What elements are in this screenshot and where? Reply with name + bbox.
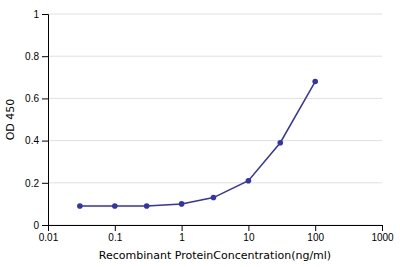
grid-line xyxy=(48,140,382,141)
line xyxy=(80,82,315,206)
x-tick-mark xyxy=(248,225,249,231)
x-tick-label: 10 xyxy=(243,232,255,243)
series xyxy=(77,79,318,209)
x-tick: 0.01 xyxy=(39,225,59,243)
x-tick-mark xyxy=(315,225,316,231)
y-tick: 0.8 xyxy=(25,51,48,62)
x-tick: 10 xyxy=(243,225,255,243)
y-tick-mark xyxy=(42,183,48,184)
grid-line xyxy=(48,56,382,57)
point xyxy=(112,203,118,209)
y-tick-label: 0.6 xyxy=(25,93,39,104)
y-tick-mark xyxy=(42,56,48,57)
y-tick: 0.2 xyxy=(25,178,48,189)
point xyxy=(211,195,217,201)
x-axis-line xyxy=(49,226,383,232)
grid-line xyxy=(48,98,382,99)
y-tick: 0.6 xyxy=(25,93,48,104)
y-axis: 0 0.2 0.4 0.6 0.8 1 xyxy=(25,9,48,231)
y-tick: 1 xyxy=(33,9,48,20)
point xyxy=(277,140,283,146)
point xyxy=(77,203,83,209)
y-axis-line xyxy=(42,15,49,226)
x-tick-label: 1 xyxy=(179,232,185,243)
x-tick-label: 0.1 xyxy=(108,232,122,243)
grid-line xyxy=(48,182,382,183)
y-tick: 0 xyxy=(33,220,48,231)
plot: 0.01 0.1 1 10 100 1000 0 0.2 0.4 0.6 0.8 1 xyxy=(25,9,394,243)
x-tick: 100 xyxy=(307,225,324,243)
y-tick-label: 0.4 xyxy=(25,135,39,146)
x-tick-mark xyxy=(182,225,183,231)
y-tick-label: 0 xyxy=(33,220,39,231)
grid xyxy=(48,14,382,225)
y-tick-mark xyxy=(42,14,48,15)
y-tick-label: 0.2 xyxy=(25,178,39,189)
x-tick: 0.1 xyxy=(108,225,122,243)
x-tick-mark xyxy=(382,225,383,231)
y-tick-mark xyxy=(42,98,48,99)
y-tick: 0.4 xyxy=(25,135,48,146)
point xyxy=(312,79,318,85)
y-tick-mark xyxy=(42,141,48,142)
point xyxy=(144,203,150,209)
point xyxy=(246,178,252,184)
x-tick-label: 100 xyxy=(307,232,324,243)
grid-line xyxy=(48,14,382,15)
x-tick-label: 0.01 xyxy=(39,232,59,243)
point xyxy=(179,201,185,207)
x-axis-title: Recombinant ProteinConcentration(ng/ml) xyxy=(99,249,331,262)
x-tick: 1 xyxy=(179,225,185,243)
y-tick-mark xyxy=(42,225,48,226)
x-tick-mark xyxy=(115,225,116,231)
chart: 0.01 0.1 1 10 100 1000 0 0.2 0.4 0.6 0.8 1 Recombina… xyxy=(0,0,400,267)
x-axis: 0.01 0.1 1 10 100 1000 xyxy=(39,225,394,243)
y-tick-label: 0.8 xyxy=(25,51,39,62)
x-tick-label: 1000 xyxy=(371,232,394,243)
x-tick: 1000 xyxy=(371,225,394,243)
y-axis-title: OD 450 xyxy=(4,99,17,141)
y-tick-label: 1 xyxy=(33,9,39,20)
